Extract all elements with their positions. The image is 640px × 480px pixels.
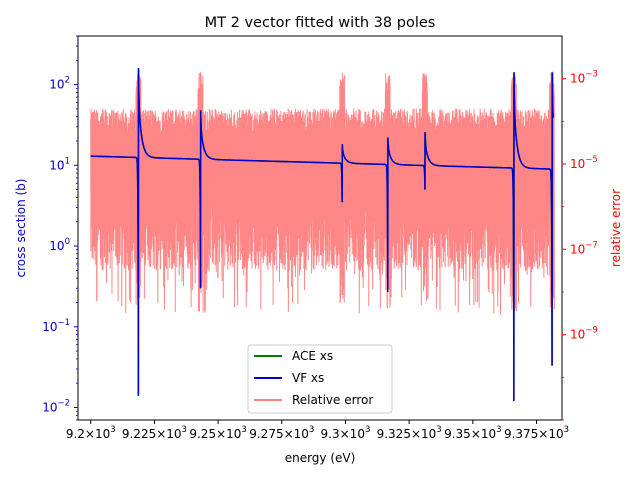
y-left-tick-label: 10−2	[42, 398, 70, 414]
y-right-tick-label: 10−5	[570, 155, 598, 171]
legend-label-ace: ACE xs	[292, 349, 333, 363]
x-tick-label: 9.275×103	[249, 425, 314, 441]
y-left-tick-label: 101	[49, 156, 70, 172]
chart-title: MT 2 vector fitted with 38 poles	[205, 15, 436, 31]
y-left-tick-label: 102	[49, 76, 70, 92]
x-axis-label: energy (eV)	[285, 451, 356, 465]
legend: ACE xs VF xs Relative error	[247, 344, 393, 414]
y-left-tick-label: 100	[49, 237, 70, 253]
y-axis-left-label: cross section (b)	[14, 179, 28, 278]
x-tick-label: 9.375×103	[504, 425, 569, 441]
y-axis-right-label: relative error	[609, 189, 623, 267]
legend-label-error: Relative error	[292, 393, 373, 407]
series-vf-xs	[90, 68, 554, 402]
x-tick-label: 9.3×103	[321, 425, 371, 441]
y-left-tick-label: 10−1	[42, 318, 70, 334]
legend-label-vf: VF xs	[292, 371, 324, 385]
legend-box	[247, 344, 393, 414]
y-right-tick-label: 10−3	[570, 70, 598, 86]
x-tick-label: 9.35×103	[444, 425, 501, 441]
y-right-tick-label: 10−7	[570, 240, 598, 256]
x-tick-label: 9.325×103	[377, 425, 442, 441]
series-relative-error	[90, 71, 555, 315]
plot-area-frame	[77, 35, 563, 421]
y-right-tick-label: 10−9	[570, 326, 598, 342]
x-tick-label: 9.225×103	[122, 425, 187, 441]
x-tick-label: 9.25×103	[189, 425, 246, 441]
x-tick-label: 9.2×103	[66, 425, 116, 441]
